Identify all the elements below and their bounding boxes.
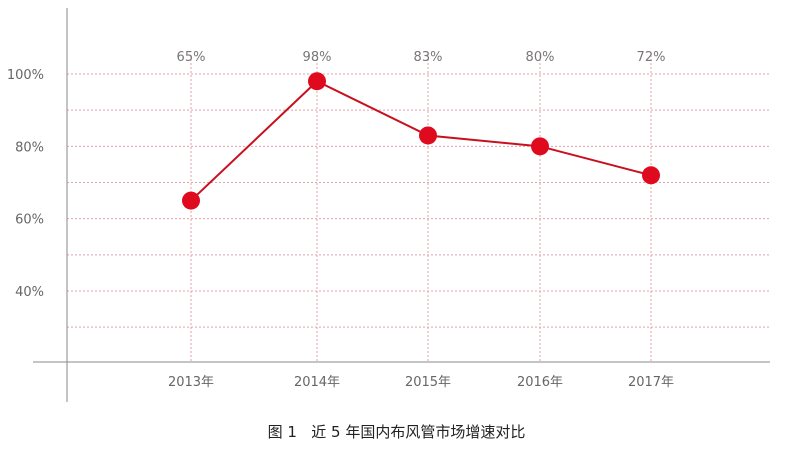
y-axis-tick-labels: 40% 60% 80% 100% bbox=[7, 68, 44, 300]
x-tick-label-2: 2014年 bbox=[294, 375, 340, 390]
x-axis-tick-labels: 2013年 2014年 2015年 2016年 2017年 bbox=[168, 375, 674, 390]
y-tick-label-80: 80% bbox=[15, 140, 44, 155]
x-tick-label-3: 2015年 bbox=[405, 375, 451, 390]
data-label-1: 65% bbox=[177, 50, 206, 65]
x-tick-label-1: 2013年 bbox=[168, 375, 214, 390]
x-tick-label-4: 2016年 bbox=[517, 375, 563, 390]
y-tick-label-60: 60% bbox=[15, 213, 44, 228]
data-point-2013年 bbox=[182, 191, 200, 210]
axes bbox=[33, 8, 770, 402]
data-markers bbox=[182, 72, 660, 210]
y-tick-label-100: 100% bbox=[7, 68, 44, 83]
data-point-2015年 bbox=[419, 126, 437, 145]
data-label-3: 83% bbox=[414, 50, 443, 65]
data-point-2017年 bbox=[642, 166, 660, 185]
figure-caption: 图 1 近 5 年国内布风管市场增速对比 bbox=[267, 423, 526, 441]
data-label-4: 80% bbox=[526, 50, 555, 65]
data-point-2014年 bbox=[308, 72, 326, 91]
horizontal-gridlines bbox=[67, 73, 770, 328]
vertical-gridlines bbox=[190, 55, 652, 362]
x-tick-label-5: 2017年 bbox=[628, 375, 674, 390]
y-tick-label-40: 40% bbox=[15, 285, 44, 300]
data-label-5: 72% bbox=[637, 50, 666, 65]
data-point-2016年 bbox=[531, 137, 549, 156]
data-labels: 65% 98% 83% 80% 72% bbox=[177, 50, 666, 65]
data-label-2: 98% bbox=[303, 50, 332, 65]
